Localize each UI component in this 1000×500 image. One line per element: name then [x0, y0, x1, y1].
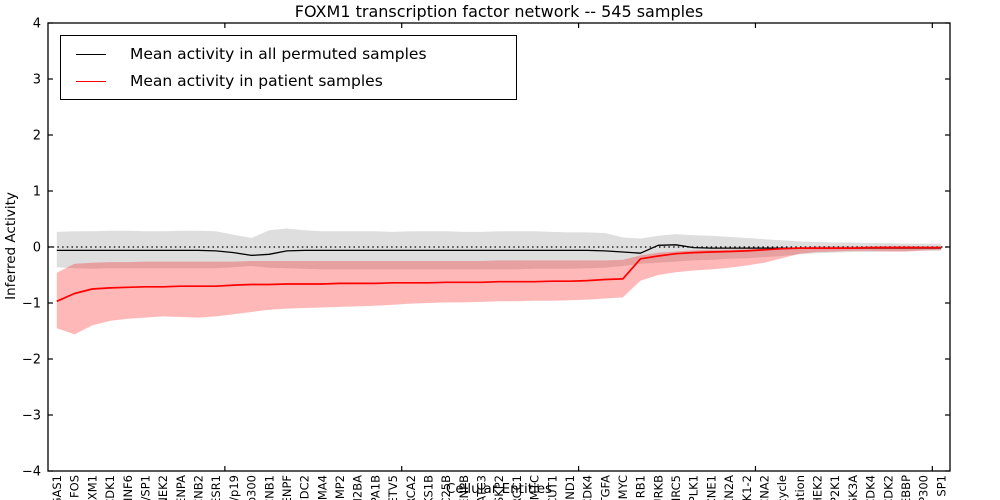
x-category-label: G2/M transition of mitotic cell cycle [775, 475, 789, 500]
x-category-label: Cyclin D1/CDK4 [581, 475, 595, 500]
y-tick-label: 2 [33, 129, 41, 144]
x-category-label: PLK1 [687, 475, 701, 500]
legend-label-permuted: Mean activity in all permuted samples [130, 45, 427, 63]
x-category-label: CREBBP [899, 475, 913, 500]
x-category-label: CENPF [280, 475, 294, 500]
legend-entry-patient: Mean activity in patient samples [76, 72, 516, 90]
x-category-label: CCNE1 [704, 475, 718, 500]
x-category-label: CKS1B [422, 475, 436, 500]
x-category-label: CDC2 [298, 475, 312, 500]
x-category-label: AURKB [651, 475, 665, 500]
y-tick-label: −4 [22, 465, 41, 480]
y-tick-label: −1 [22, 297, 41, 312]
legend-entry-permuted: Mean activity in all permuted samples [76, 45, 516, 63]
x-category-label: GAS1 [50, 475, 64, 500]
x-category-label: CCNB2 [192, 475, 206, 500]
x-category-label: SP1 [934, 475, 948, 497]
x-category-label: FOXM1 [85, 475, 99, 500]
x-axis-label: Cellular Entities [445, 481, 553, 497]
x-category-label: HIST1H2BA [351, 475, 365, 500]
permuted-confidence-band [56, 228, 942, 270]
x-category-label: CDK2 [881, 475, 895, 500]
chart-title: FOXM1 transcription factor network -- 54… [294, 2, 704, 21]
y-tick-label: 0 [33, 241, 41, 256]
x-category-label: MMP2 [333, 475, 347, 500]
x-category-label: BRCA2 [404, 475, 418, 500]
x-category-label: CCNB1 [262, 475, 276, 500]
x-category-label: CHEK2 [811, 475, 825, 500]
patient-mean-line [56, 246, 942, 303]
x-category-label: CDK4 [864, 475, 878, 500]
x-category-label: BIRC5 [669, 475, 683, 500]
x-category-label: FOXM1B/HNF6 [121, 475, 135, 500]
x-category-label: CCNB1/CDK1 [103, 475, 117, 500]
patient-confidence-band [56, 245, 942, 335]
x-category-label: Cyclin A-E1/CDK1-2 [740, 475, 754, 500]
x-category-label: FOXM1C/SP1 [139, 475, 153, 500]
x-category-label: ESR1 [209, 475, 223, 500]
x-category-label: CDKN2A [722, 475, 736, 500]
x-category-label: ONECUT1 [545, 475, 559, 500]
y-tick-label: −2 [22, 353, 41, 368]
x-category-label: CCND1 [563, 475, 577, 500]
x-category-label: FOS [68, 475, 82, 498]
legend: Mean activity in all permuted samples Me… [60, 35, 517, 100]
y-axis-label: Inferred Activity [3, 192, 19, 300]
x-category-label: MAP2K1 [828, 475, 842, 500]
x-category-label: SKP2 [492, 475, 506, 500]
legend-label-patient: Mean activity in patient samples [130, 72, 383, 90]
x-category-label: CCNA2 [758, 475, 772, 500]
x-category-label: TGFA [598, 475, 612, 500]
x-category-label: ETV5 [386, 475, 400, 500]
y-tick-label: −3 [22, 409, 41, 424]
x-category-label: FOXM1B/p19 [227, 475, 241, 500]
x-category-label: response to radiation [793, 475, 807, 500]
y-tick-label: 4 [33, 17, 41, 32]
x-category-label: CENPA [174, 475, 188, 500]
patient-line-swatch [76, 80, 106, 82]
x-category-label: HSPA1B [368, 475, 382, 500]
x-category-label: NEK2 [156, 475, 170, 500]
x-category-label: MYC [616, 475, 630, 499]
permuted-line-swatch [76, 53, 106, 55]
x-category-label: GSK3A [846, 475, 860, 500]
x-category-label: EP300 [917, 475, 931, 500]
x-category-label: FOXM1B/Cbp/p300 [245, 475, 259, 500]
x-category-label: RB1/FOXM1C [528, 475, 542, 500]
x-category-label: RB1 [634, 475, 648, 498]
x-category-label: LAMA4 [315, 475, 329, 500]
y-tick-label: 1 [33, 185, 41, 200]
x-category-label: CENPB [457, 475, 471, 500]
x-category-label: CDC25B [439, 475, 453, 500]
x-category-label: XRCC1 [510, 475, 524, 500]
x-category-label: NFATC3 [475, 475, 489, 500]
y-tick-label: 3 [33, 73, 41, 88]
